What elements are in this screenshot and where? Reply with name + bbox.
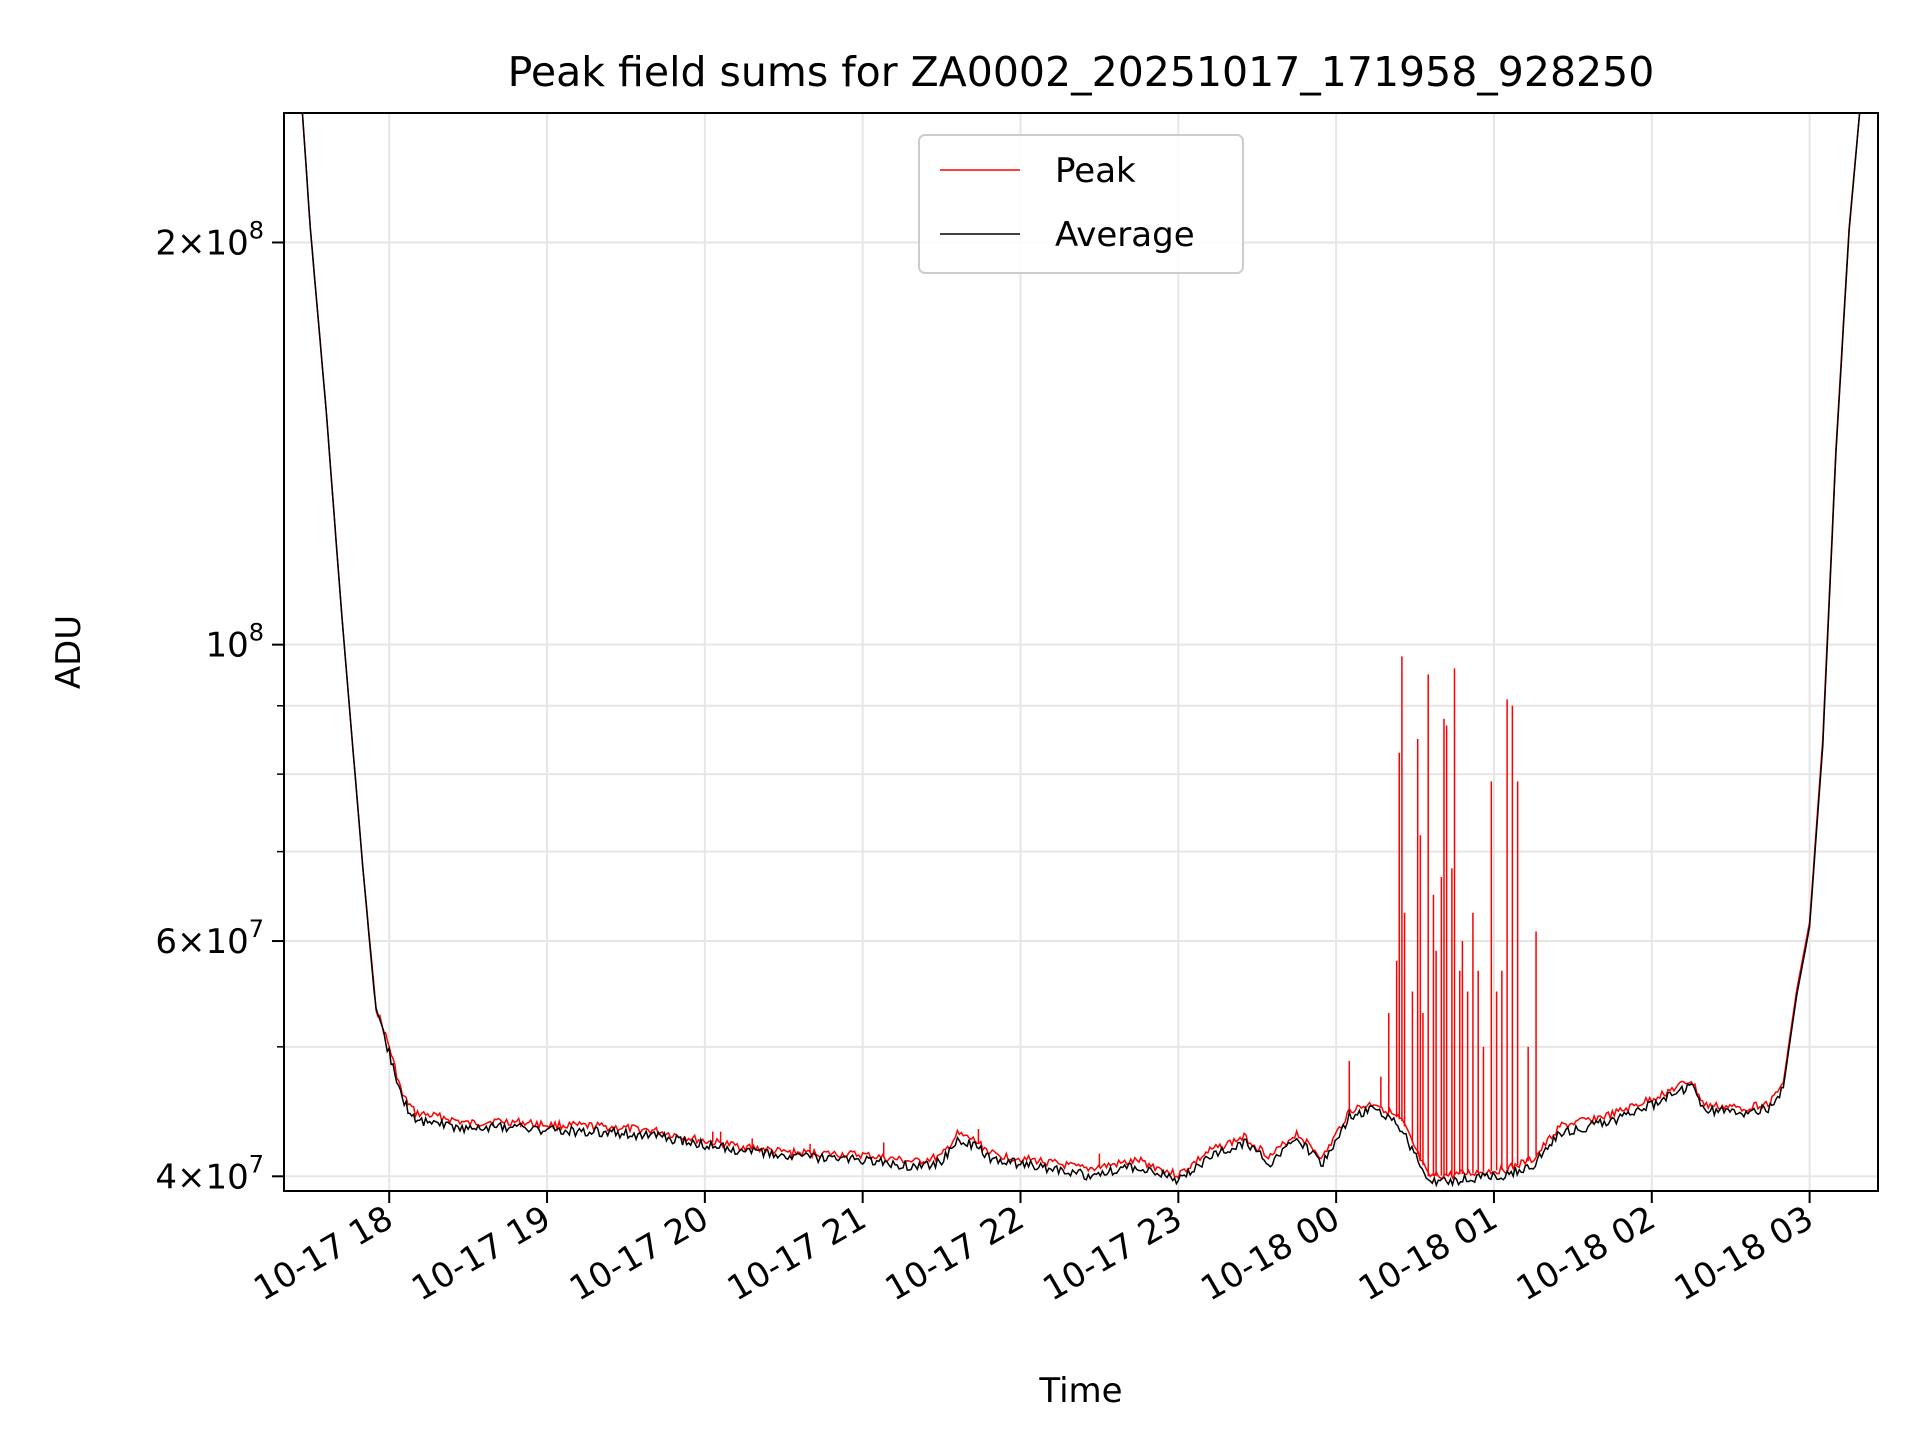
y-tick-label: 2×108 <box>155 216 264 263</box>
series-layer <box>284 113 1878 1188</box>
legend-peak-label: Peak <box>1055 151 1136 191</box>
series-average-line <box>284 113 1878 1188</box>
y-tick-label: 4×107 <box>155 1150 264 1197</box>
legend: Peak Average <box>918 134 1244 274</box>
legend-average-label: Average <box>1055 215 1195 255</box>
y-axis-label: ADU <box>49 615 89 689</box>
plot-frame <box>283 112 1879 1192</box>
grid <box>284 113 1878 1191</box>
y-tick-label: 108 <box>205 619 264 666</box>
y-axis-ticks: 4×107 6×107 108 2×108 <box>155 216 284 1197</box>
y-tick-label: 6×107 <box>155 915 264 962</box>
series-peak-line <box>284 113 1878 1180</box>
x-axis-label: Time <box>1038 1371 1122 1411</box>
chart-title: Peak field sums for ZA0002_20251017_1719… <box>508 48 1655 96</box>
